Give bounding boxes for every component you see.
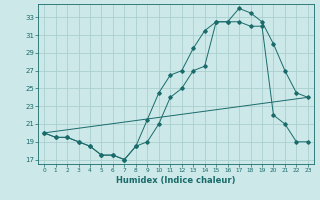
X-axis label: Humidex (Indice chaleur): Humidex (Indice chaleur) (116, 176, 236, 185)
